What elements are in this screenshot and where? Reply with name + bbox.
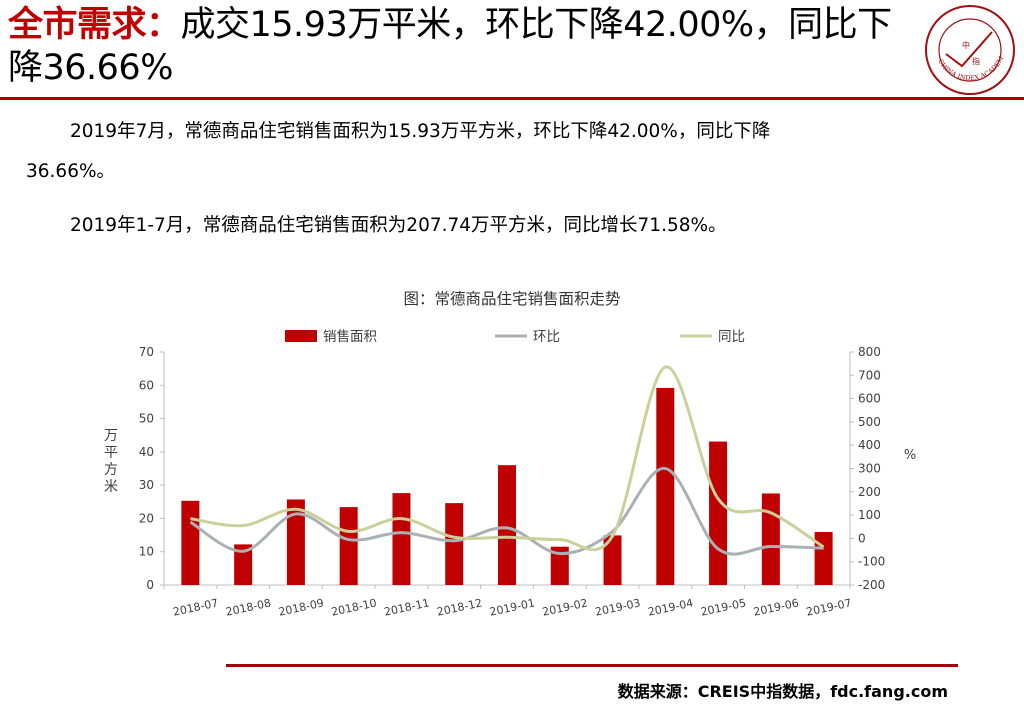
chart-title: 图：常德商品住宅销售面积走势 xyxy=(403,290,621,308)
header-divider xyxy=(0,97,1024,100)
bar-2019-06 xyxy=(761,493,780,585)
bar-2019-05 xyxy=(709,441,728,585)
y2-tick-label: 400 xyxy=(858,438,881,452)
headline-summary: 成交15.93万平米，环比下降42.00%，同比下降36.66% xyxy=(8,5,892,88)
y2-tick-label: 700 xyxy=(858,368,881,382)
paragraph-1-line-1: 2019年7月，常德商品住宅销售面积为15.93万平方米，环比下降42.00%，… xyxy=(70,121,771,142)
data-source: 数据来源：CREIS中指数据，fdc.fang.com xyxy=(617,682,948,701)
y-axis-label-char: 方 xyxy=(104,462,118,478)
y2-tick-label: -200 xyxy=(858,578,885,592)
y-tick-label: 60 xyxy=(139,378,154,392)
y-tick-label: 40 xyxy=(139,445,154,459)
y-tick-label: 10 xyxy=(139,545,154,559)
y-tick-label: 70 xyxy=(139,345,154,359)
x-tick-label: 2019-06 xyxy=(752,596,800,618)
legend-label: 销售面积 xyxy=(323,329,377,345)
y-tick-label: 30 xyxy=(139,478,154,492)
x-tick-label: 2018-09 xyxy=(277,596,325,618)
y2-tick-label: 200 xyxy=(858,485,881,499)
legend-label: 环比 xyxy=(533,329,560,345)
x-tick-label: 2018-12 xyxy=(436,596,484,618)
paragraph-2: 2019年1-7月，常德商品住宅销售面积为207.74万平方米，同比增长71.5… xyxy=(70,215,727,236)
x-tick-label: 2019-04 xyxy=(647,596,695,618)
x-tick-label: 2019-02 xyxy=(541,596,589,618)
x-tick-label: 2019-07 xyxy=(805,596,853,618)
bar-2018-07 xyxy=(181,500,200,585)
x-tick-label: 2018-11 xyxy=(383,596,431,618)
y2-tick-label: 0 xyxy=(858,531,866,545)
y2-tick-label: 600 xyxy=(858,392,881,406)
y2-tick-label: 100 xyxy=(858,508,881,522)
legend-label: 同比 xyxy=(718,329,745,345)
y2-tick-label: 300 xyxy=(858,462,881,476)
x-tick-label: 2019-03 xyxy=(594,596,642,618)
x-tick-label: 2019-05 xyxy=(700,596,748,618)
x-tick-label: 2019-01 xyxy=(488,596,536,618)
y2-tick-label: -100 xyxy=(858,555,885,569)
x-tick-label: 2018-07 xyxy=(172,596,220,618)
bar-2018-11 xyxy=(392,493,411,585)
y-axis-label-char: 万 xyxy=(104,428,118,444)
legend-swatch-bar xyxy=(285,330,317,342)
y-tick-label: 0 xyxy=(146,578,154,592)
logo-char-2: 指 xyxy=(972,56,980,66)
y2-tick-label: 500 xyxy=(858,415,881,429)
bar-2019-04 xyxy=(656,387,675,585)
bar-2019-03 xyxy=(603,535,622,585)
page-headline: 全市需求：成交15.93万平米，环比下降42.00%，同比下降36.66% xyxy=(8,4,908,90)
paragraph-1-line-2: 36.66%。 xyxy=(26,161,116,182)
x-tick-label: 2018-08 xyxy=(225,596,273,618)
bar-2018-12 xyxy=(445,503,464,585)
bar-2018-08 xyxy=(234,544,253,585)
y-axis-label-char: 平 xyxy=(104,445,118,461)
y2-axis-label: % xyxy=(904,448,916,463)
bar-2018-10 xyxy=(339,507,358,585)
bar-2019-07 xyxy=(814,531,833,585)
y-tick-label: 20 xyxy=(139,511,154,525)
bar-2018-09 xyxy=(286,499,305,585)
y-tick-label: 50 xyxy=(139,412,154,426)
logo-char-1: 中 xyxy=(962,40,970,50)
x-tick-label: 2018-10 xyxy=(330,596,378,618)
bar-2019-02 xyxy=(550,546,569,585)
bar-2019-01 xyxy=(498,465,516,585)
y-axis-label-char: 米 xyxy=(104,479,118,495)
series-line-yoy xyxy=(190,365,825,552)
footer-divider xyxy=(226,664,958,667)
y2-tick-label: 800 xyxy=(858,345,881,359)
headline-keyword: 全市需求： xyxy=(8,5,181,45)
china-index-academy-logo: 中 指 CHINA INDEX ACADEMY xyxy=(922,2,1015,95)
